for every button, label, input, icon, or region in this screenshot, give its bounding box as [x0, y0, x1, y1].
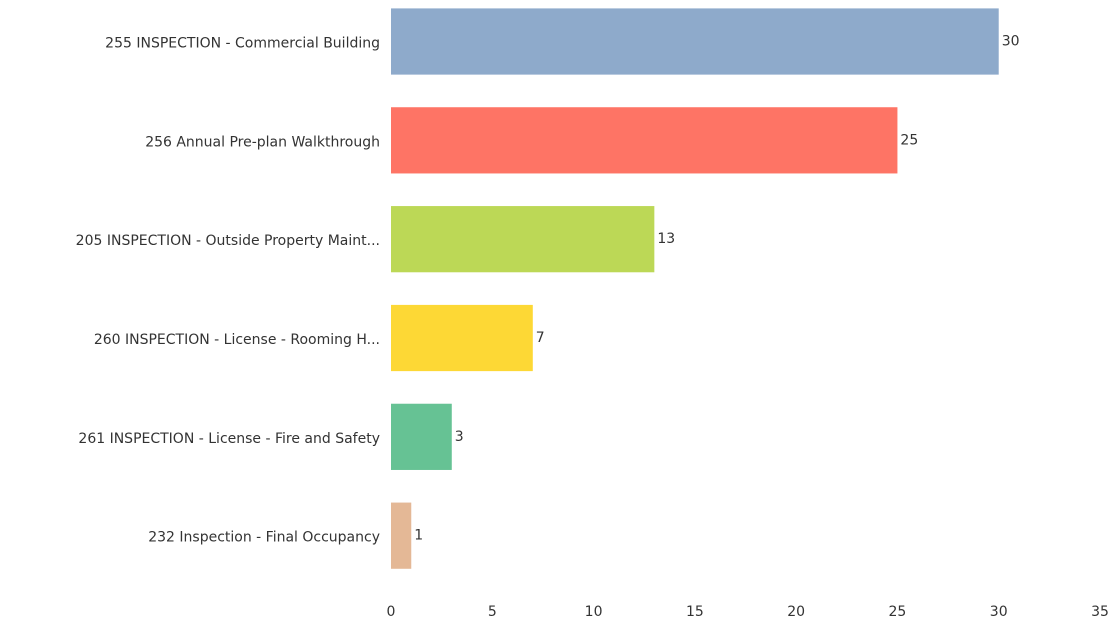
y-tick-label: 232 Inspection - Final Occupancy	[148, 530, 380, 546]
bar	[391, 502, 412, 569]
x-tick-label: 10	[585, 604, 603, 620]
x-tick-label: 5	[488, 604, 497, 620]
y-tick-label: 256 Annual Pre-plan Walkthrough	[145, 134, 380, 150]
data-label: 1	[414, 528, 423, 544]
data-label: 7	[536, 330, 545, 346]
y-tick-label: 255 INSPECTION - Commercial Building	[105, 36, 380, 52]
data-label: 3	[455, 429, 464, 445]
bar	[391, 304, 533, 372]
data-label: 30	[1002, 34, 1020, 50]
bar	[391, 8, 999, 75]
bar	[391, 107, 898, 174]
y-tick-label: 260 INSPECTION - License - Rooming H...	[94, 332, 380, 348]
x-tick-label: 35	[1091, 604, 1109, 620]
x-tick-label: 20	[787, 604, 805, 620]
y-tick-label: 261 INSPECTION - License - Fire and Safe…	[78, 431, 380, 447]
data-label: 13	[657, 231, 675, 247]
data-label: 25	[900, 132, 918, 148]
x-tick-label: 15	[686, 604, 704, 620]
x-tick-label: 0	[387, 604, 396, 620]
bar	[391, 206, 655, 273]
x-tick-label: 25	[889, 604, 907, 620]
bar	[391, 403, 452, 470]
x-tick-label: 30	[990, 604, 1008, 620]
y-tick-label: 205 INSPECTION - Outside Property Maint.…	[76, 233, 380, 249]
